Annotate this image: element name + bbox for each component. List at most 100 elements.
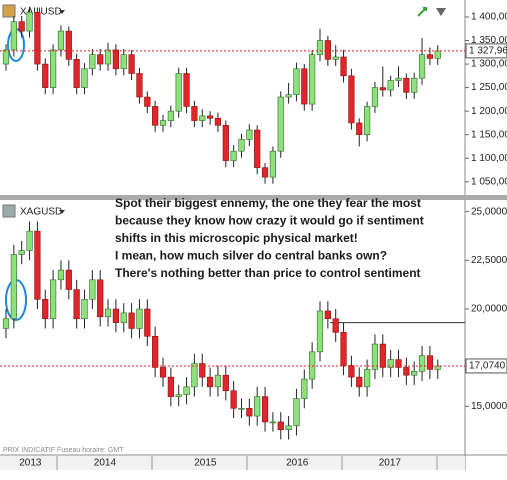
candle-body — [426, 54, 434, 59]
y-tick-label: 15,0000 — [471, 401, 507, 412]
candle-body — [104, 49, 112, 65]
y-tick-label: 22,5000 — [471, 255, 507, 266]
candle-body — [269, 150, 277, 178]
y-tick-label: 1 150,00 — [471, 129, 507, 140]
trend-icon[interactable] — [417, 7, 427, 17]
candle-body — [332, 318, 339, 333]
candle-body — [222, 124, 229, 161]
candle-body — [395, 77, 402, 81]
candle-body — [128, 312, 135, 329]
y-tick-label: 25,0000 — [471, 206, 507, 217]
candle-body — [199, 115, 206, 121]
annotation: shifts in this microscopic physical mark… — [115, 231, 358, 245]
candle-body — [230, 390, 237, 409]
candle-body — [42, 298, 49, 320]
candle-body — [293, 398, 300, 427]
last-price-label: 17,0740 — [469, 361, 506, 372]
candle-body — [183, 73, 190, 107]
y-tick-label: 1 400,00 — [471, 12, 507, 23]
candle-body — [104, 308, 112, 318]
candle-body — [191, 363, 198, 388]
candle-body — [34, 11, 41, 65]
candle-body — [277, 96, 284, 152]
candle-body — [434, 365, 441, 370]
candle-body — [418, 355, 426, 372]
candle-body — [199, 363, 206, 378]
candle-body — [261, 167, 269, 178]
year-separators — [56, 456, 438, 470]
candle-body — [332, 56, 339, 60]
symbol-dropdown[interactable] — [59, 210, 65, 214]
candle-body — [136, 73, 143, 98]
candle-body — [387, 80, 394, 91]
candle-body — [128, 54, 135, 74]
candle-body — [89, 279, 96, 300]
candle-body — [73, 289, 80, 320]
candle-body — [191, 106, 198, 121]
symbol-dropdown[interactable] — [59, 10, 65, 14]
candle-body — [112, 49, 119, 70]
symbol-label: XAUUSD — [20, 7, 62, 18]
candle-body — [26, 230, 33, 251]
candle-body — [371, 343, 379, 370]
candle-body — [65, 269, 72, 290]
candle-body — [57, 269, 65, 281]
candle-body — [152, 335, 159, 368]
candle-body — [379, 87, 386, 91]
candle-body — [309, 351, 316, 380]
candle-body — [238, 407, 245, 410]
candle-body — [324, 310, 331, 320]
candle-body — [309, 54, 316, 105]
pane-menu[interactable] — [436, 8, 446, 16]
candle-body — [356, 122, 363, 136]
candle-body — [65, 30, 72, 60]
candle-body — [285, 94, 292, 98]
last-price-box — [465, 358, 507, 374]
candle-body — [2, 318, 10, 329]
candle-body — [34, 230, 41, 300]
candle-body — [316, 40, 324, 55]
candle-body — [97, 54, 104, 65]
candle-body — [81, 68, 88, 88]
symbol-icon — [2, 204, 16, 218]
annotation: Spot their biggest ennemy, the one they … — [115, 196, 421, 210]
candle-body — [152, 106, 159, 126]
candle-body — [363, 106, 371, 136]
candle-body — [246, 129, 253, 140]
candle-body — [363, 369, 371, 388]
candle-body — [434, 50, 441, 59]
x-tick-label: 2016 — [286, 458, 309, 469]
candle-body — [324, 40, 331, 60]
candle-body — [403, 367, 410, 376]
candle-body — [356, 376, 363, 388]
candle-body — [81, 298, 88, 320]
candle-body — [411, 77, 418, 93]
annotation: There's nothing better than price to con… — [115, 266, 421, 280]
annotation: because they know how crazy it would go … — [115, 214, 424, 228]
annotation: I mean, how much silver do central banks… — [115, 249, 387, 263]
candle-body — [214, 117, 222, 126]
candle-body — [426, 355, 434, 370]
candle-body — [285, 425, 292, 430]
y-tick-label: 1 350,00 — [471, 35, 507, 46]
candle-body — [112, 308, 119, 323]
candle-body — [167, 376, 174, 397]
candle-body — [348, 365, 355, 378]
y-tick-label: 1 200,00 — [471, 106, 507, 117]
candle-body — [10, 21, 17, 51]
candle-body — [144, 96, 151, 107]
pane-separator — [0, 195, 507, 200]
last-price-box — [465, 43, 507, 59]
candle-body — [159, 367, 167, 378]
candle-body — [379, 343, 386, 368]
symbol-label: XAGUSD — [20, 207, 62, 218]
candle-body — [120, 312, 127, 323]
candle-body — [57, 30, 65, 51]
candle-body — [183, 386, 190, 395]
candle-body — [316, 310, 324, 353]
candle-body — [97, 279, 104, 318]
candle-body — [254, 129, 261, 168]
candle-body — [395, 359, 402, 368]
y-tick-label: 20,0000 — [471, 304, 507, 315]
